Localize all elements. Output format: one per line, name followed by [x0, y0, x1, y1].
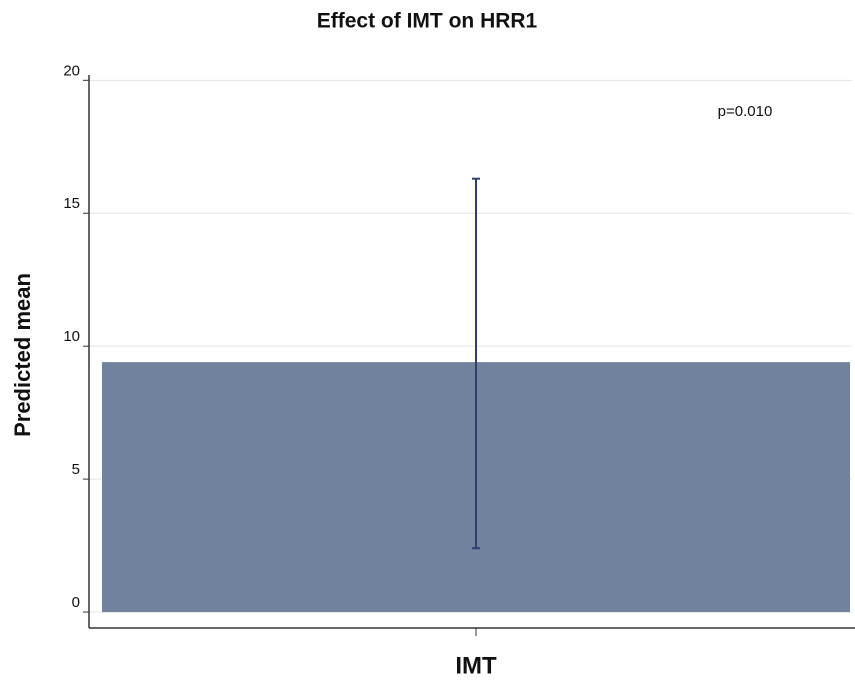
y-tick-label: 0	[72, 594, 80, 611]
y-axis-label: Predicted mean	[10, 273, 35, 437]
x-axis-label: IMT	[455, 652, 497, 679]
y-tick-label: 5	[72, 461, 80, 478]
chart-title: Effect of IMT on HRR1	[317, 10, 538, 33]
y-tick-label: 20	[63, 62, 80, 79]
y-tick-label: 10	[63, 328, 80, 345]
annotation: p=0.010	[718, 103, 773, 120]
y-tick-label: 15	[63, 195, 80, 212]
